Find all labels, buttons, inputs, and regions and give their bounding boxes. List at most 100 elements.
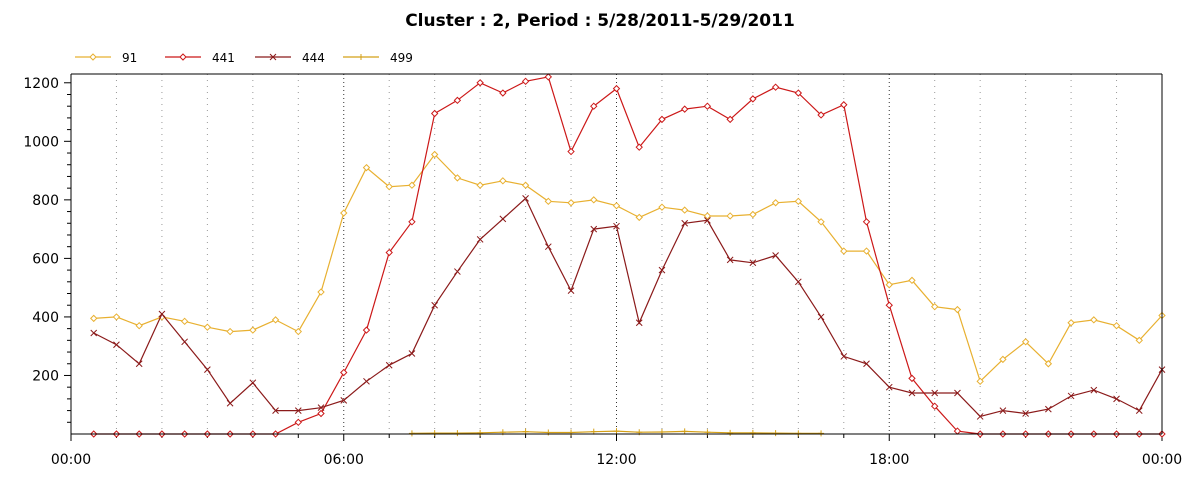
data-point-441 [680,105,689,113]
series-line-444 [93,197,1163,418]
data-point-441 [590,102,598,110]
data-point-441 [294,418,302,427]
data-point-91 [90,314,98,323]
data-point-444 [817,313,825,321]
legend-marker-499 [358,54,364,60]
data-point-441 [521,77,530,86]
data-point-91 [317,288,325,296]
y-tick-label: 200 [32,368,59,384]
data-point-444 [1022,410,1029,417]
data-point-444 [499,215,507,223]
data-point-444 [1135,407,1143,414]
data-point-91 [931,302,939,311]
data-point-91 [476,181,484,189]
data-point-444 [317,404,325,412]
data-point-499 [454,430,461,437]
legend-marker-444 [269,53,277,61]
data-point-91 [953,305,962,314]
data-point-91 [294,327,302,336]
data-point-444 [363,377,370,385]
data-point-91 [521,181,530,189]
legend-marker-441 [179,53,187,61]
data-point-91 [1021,338,1030,346]
data-point-91 [703,212,712,220]
data-point-444 [272,407,279,414]
data-point-91 [499,177,507,185]
data-point-441 [658,115,666,124]
data-point-91 [999,355,1007,364]
data-point-444 [226,399,234,407]
data-point-91 [1135,336,1143,345]
data-point-91 [203,323,212,331]
data-point-441 [749,95,757,103]
data-point-91 [817,218,825,226]
data-point-444 [249,379,257,387]
data-point-444 [613,222,620,230]
data-point-499 [477,429,484,436]
data-point-441 [794,89,803,97]
data-point-444 [772,252,779,259]
legend-label-444: 444 [302,51,325,65]
data-point-444 [522,195,529,202]
data-point-441 [499,89,507,97]
y-tick-label: 1000 [23,134,59,150]
data-point-444 [385,361,393,369]
x-tick-label: 00:00 [51,452,91,468]
y-tick-label: 1200 [23,76,59,92]
data-point-91 [453,174,462,182]
data-point-91 [771,199,780,207]
data-point-444 [544,243,552,251]
data-point-444 [1044,405,1052,413]
data-point-444 [1067,392,1075,400]
data-point-444 [113,341,120,349]
data-point-444 [681,219,689,227]
data-point-91 [385,182,393,191]
data-point-499 [613,428,620,435]
data-point-444 [749,259,757,267]
data-point-499 [727,429,734,436]
data-point-441 [408,218,416,226]
data-point-444 [204,366,211,373]
data-point-91 [612,201,621,210]
data-point-444 [885,383,893,391]
y-tick-label: 800 [32,193,59,209]
data-point-444 [635,319,643,327]
legend-marker-91 [89,53,97,61]
data-point-441 [726,115,734,124]
data-point-441 [771,83,780,91]
data-point-444 [431,301,439,309]
data-point-441 [317,409,325,418]
data-point-444 [726,256,734,264]
data-point-444 [590,225,598,233]
data-point-444 [567,287,575,294]
data-point-441 [453,96,462,105]
data-point-91 [567,199,575,207]
data-point-441 [340,368,348,377]
data-point-91 [590,196,598,204]
series-line-91 [93,153,1163,383]
data-point-91 [976,377,984,386]
data-point-444 [294,407,302,414]
data-point-444 [340,396,348,404]
data-point-444 [863,360,870,368]
data-point-91 [408,181,416,189]
data-point-499 [818,430,825,437]
data-point-444 [476,236,484,243]
data-point-91 [885,281,893,289]
data-point-91 [362,163,371,172]
x-tick-label: 18:00 [869,452,909,468]
data-point-91 [749,210,757,219]
data-point-441 [703,102,712,110]
data-point-91 [180,317,189,326]
data-point-441 [817,111,825,119]
data-point-441 [862,218,871,226]
x-tick-label: 06:00 [324,452,364,468]
data-point-91 [430,150,439,159]
data-point-441 [908,374,916,383]
data-point-499 [795,430,802,437]
data-point-91 [840,247,848,255]
data-point-444 [181,338,188,346]
data-point-441 [931,402,939,410]
